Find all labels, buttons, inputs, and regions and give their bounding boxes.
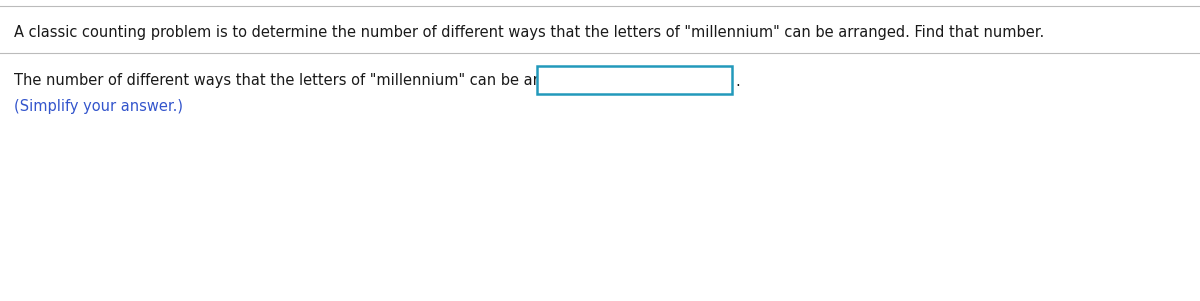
Text: (Simplify your answer.): (Simplify your answer.) <box>14 98 182 113</box>
Text: The number of different ways that the letters of "millennium" can be arranged is: The number of different ways that the le… <box>14 73 607 88</box>
Text: .: . <box>734 73 739 88</box>
FancyBboxPatch shape <box>538 66 732 94</box>
Text: A classic counting problem is to determine the number of different ways that the: A classic counting problem is to determi… <box>14 26 1044 41</box>
